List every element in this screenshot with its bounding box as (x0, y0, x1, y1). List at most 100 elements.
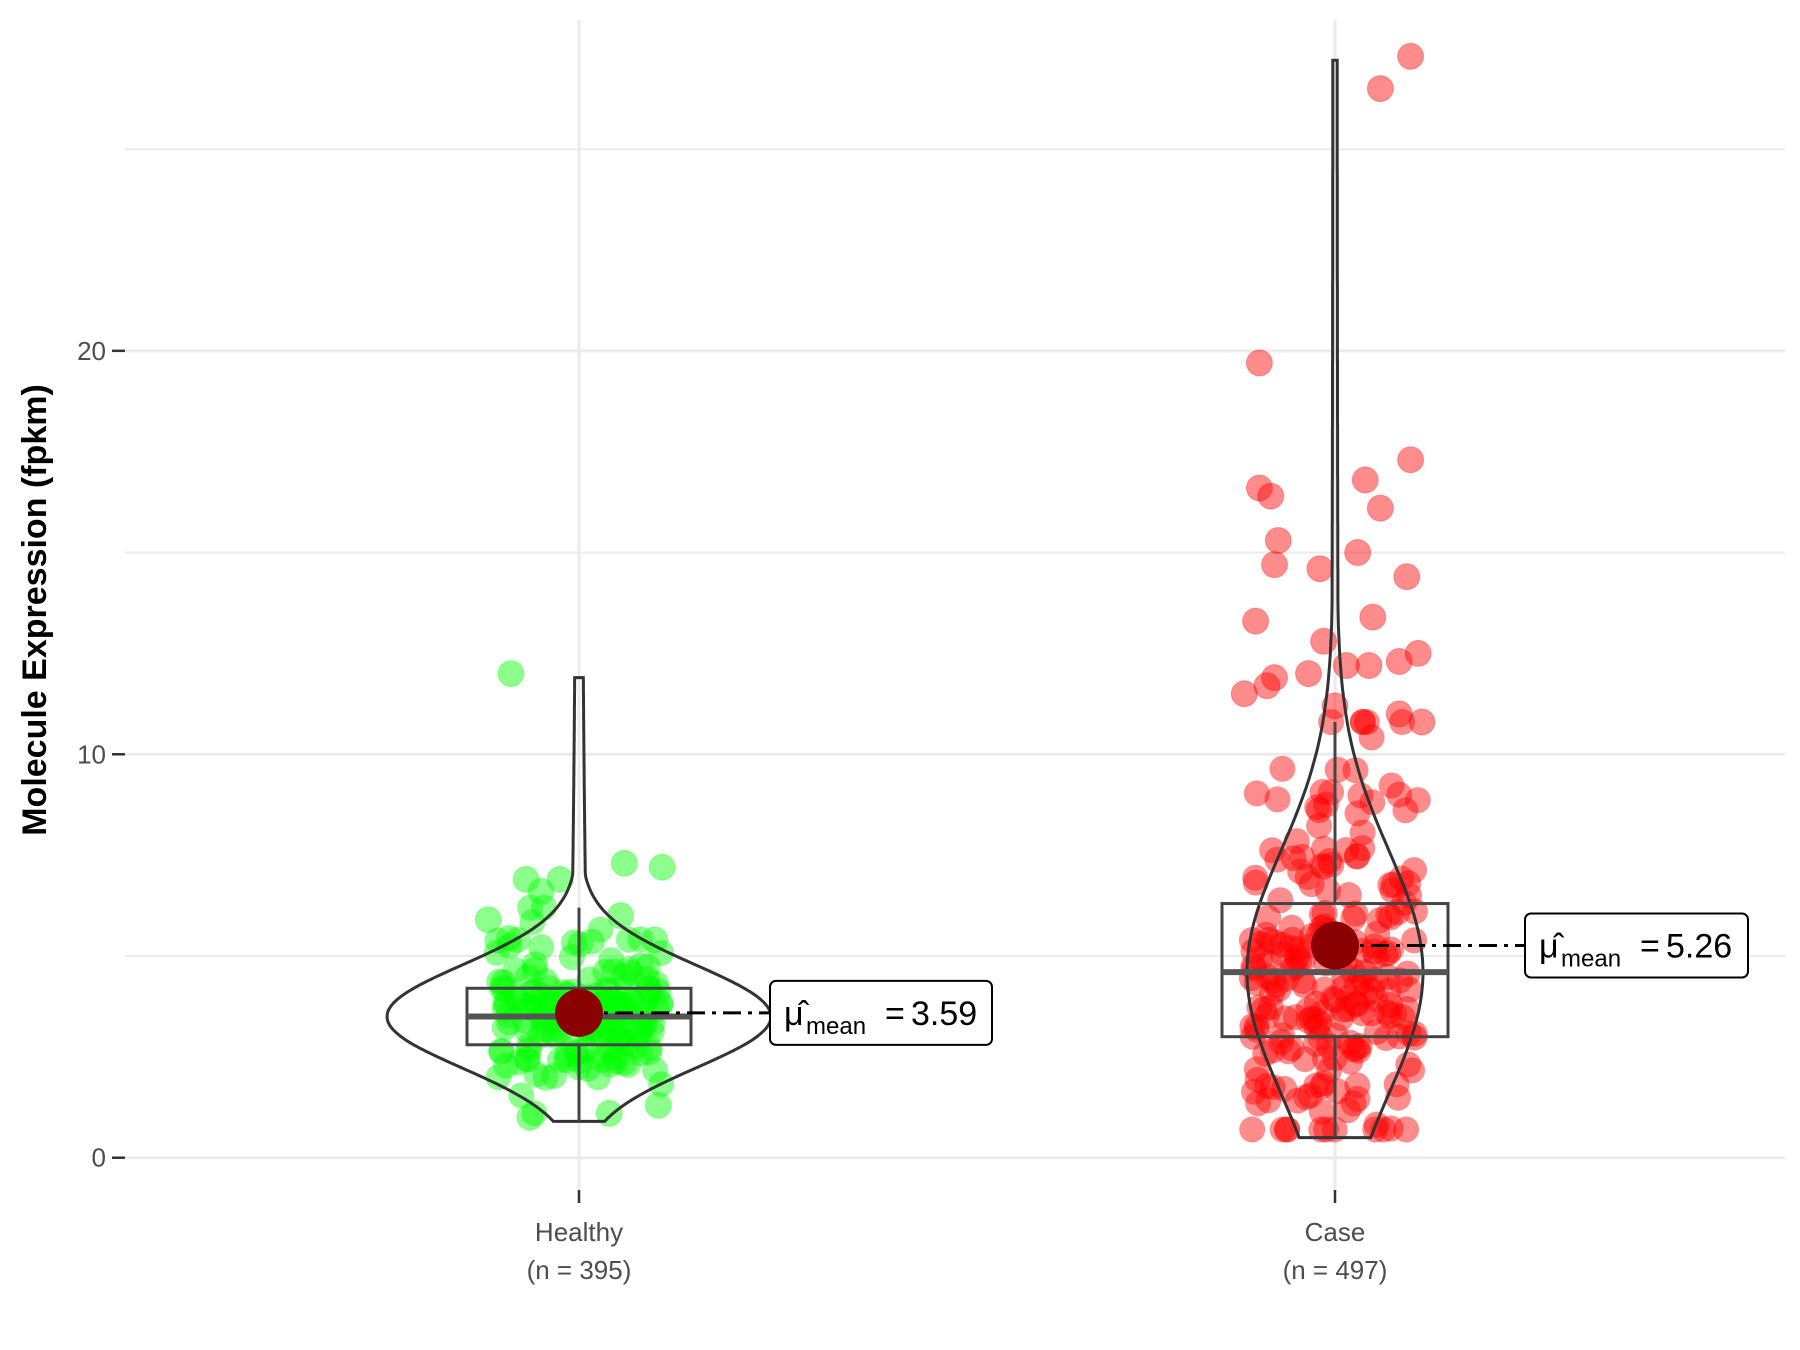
x-tick-label-category: Case (1305, 1217, 1366, 1247)
jitter-point (1381, 1001, 1408, 1028)
jitter-point (1297, 1082, 1324, 1109)
jitter-point (522, 988, 549, 1015)
jitter-point (1401, 857, 1428, 884)
jitter-point (615, 956, 642, 983)
jitter-point (519, 909, 546, 936)
jitter-point (1343, 1034, 1370, 1061)
jitter-point (598, 947, 625, 974)
jitter-point (1366, 75, 1394, 103)
mean-point (555, 988, 603, 1037)
jitter-point (1397, 446, 1425, 474)
jitter-point (1238, 965, 1265, 992)
jitter-point (497, 660, 525, 688)
jitter-point (584, 1064, 611, 1091)
jitter-point (603, 985, 630, 1012)
jitter-point (642, 1057, 669, 1084)
jitter-point (1344, 539, 1372, 567)
jitter-point (619, 989, 646, 1016)
jitter-point (644, 978, 671, 1005)
jitter-point (1304, 794, 1331, 821)
jitter-point (1377, 991, 1404, 1018)
jitter-point (528, 934, 555, 961)
jitter-point (1291, 972, 1318, 999)
jitter-point (1261, 664, 1289, 692)
jitter-point (602, 1048, 629, 1075)
jitter-point (1306, 1009, 1333, 1036)
jitter-point (562, 1040, 589, 1067)
jitter-point (523, 1061, 550, 1088)
axes: 0 10 20 Healthy (n = 395) Case (n = 497) (77, 336, 1387, 1285)
jitter-point (1313, 1116, 1340, 1143)
jitter-point (1344, 1085, 1371, 1112)
jitter-point (595, 1099, 623, 1127)
jitter-point (1278, 914, 1305, 941)
mean-label: μ̂ mean = 3.59 (769, 979, 993, 1046)
jitter-point (1364, 920, 1391, 947)
violins (385, 58, 1425, 1140)
jitter-point (492, 990, 519, 1017)
jitter-point (493, 1052, 520, 1079)
jitter-point (504, 986, 531, 1013)
jitter-point (514, 1046, 541, 1073)
jitter-point (1269, 755, 1296, 782)
jitter-point (615, 926, 642, 953)
jitter-point (611, 1049, 638, 1076)
jitter-point (574, 1055, 601, 1082)
jitter-point (1318, 779, 1345, 806)
jitter-point (1242, 864, 1269, 891)
jitter-point (1351, 466, 1379, 494)
jitter-point (1404, 639, 1432, 667)
jitter-point (1349, 819, 1376, 846)
jitter-point (1293, 1084, 1320, 1111)
jitter-point (1306, 812, 1333, 839)
jitter-point (1379, 877, 1406, 904)
jitter-point (611, 1028, 638, 1055)
jitter-point (597, 1035, 624, 1062)
jitter-point (611, 963, 638, 990)
jitter-point (1374, 964, 1401, 991)
jitter-point (1239, 1116, 1266, 1143)
grid (125, 20, 1785, 1190)
jitter-point (1401, 1020, 1428, 1047)
jitter-point (1272, 1005, 1299, 1032)
jitter-point (527, 877, 555, 905)
jitter-point (514, 1046, 541, 1073)
y-tick-label: 0 (92, 1143, 106, 1173)
jitter-point (1306, 797, 1333, 824)
jitter-point (615, 1051, 642, 1078)
jitter-point (1309, 1073, 1336, 1100)
jitter-point (1358, 724, 1385, 751)
jitter-point (527, 1022, 554, 1049)
jitter-point (1308, 1116, 1335, 1143)
jitter-point (1340, 1090, 1367, 1117)
jitter-point (1255, 1087, 1282, 1114)
jitter-point (1289, 843, 1316, 870)
jitter-point (1324, 1078, 1351, 1105)
jitter-point (600, 958, 627, 985)
jitter-point (534, 987, 561, 1014)
jitter-point (541, 1022, 568, 1049)
jitter-point (1333, 837, 1360, 864)
jitter-point (636, 1034, 663, 1061)
jitter-point (1352, 982, 1379, 1009)
jitter-point (512, 865, 540, 893)
jitter-point (1312, 791, 1339, 818)
jitter-point (1284, 943, 1311, 970)
jitter-point (1399, 1057, 1426, 1084)
jitter-point (1366, 907, 1393, 934)
jitter-point (496, 925, 523, 952)
jitter-point (516, 1103, 544, 1131)
jitter-point (1247, 945, 1274, 972)
jitter-point (1277, 935, 1304, 962)
jitter-point (1332, 652, 1360, 680)
jitter-point (1393, 1116, 1420, 1143)
jitter-point (1298, 1005, 1325, 1032)
jitter-point (1343, 843, 1370, 870)
jitter-point (1261, 551, 1289, 579)
mean-annotations: μ̂ mean = 3.59μ̂ mean = 5.26 (769, 912, 1749, 1046)
jitter-point (638, 1018, 665, 1045)
jitter-point (1324, 756, 1351, 783)
jitter-point (634, 953, 661, 980)
jitter-point (1335, 995, 1362, 1022)
jitter-point (1260, 928, 1287, 955)
